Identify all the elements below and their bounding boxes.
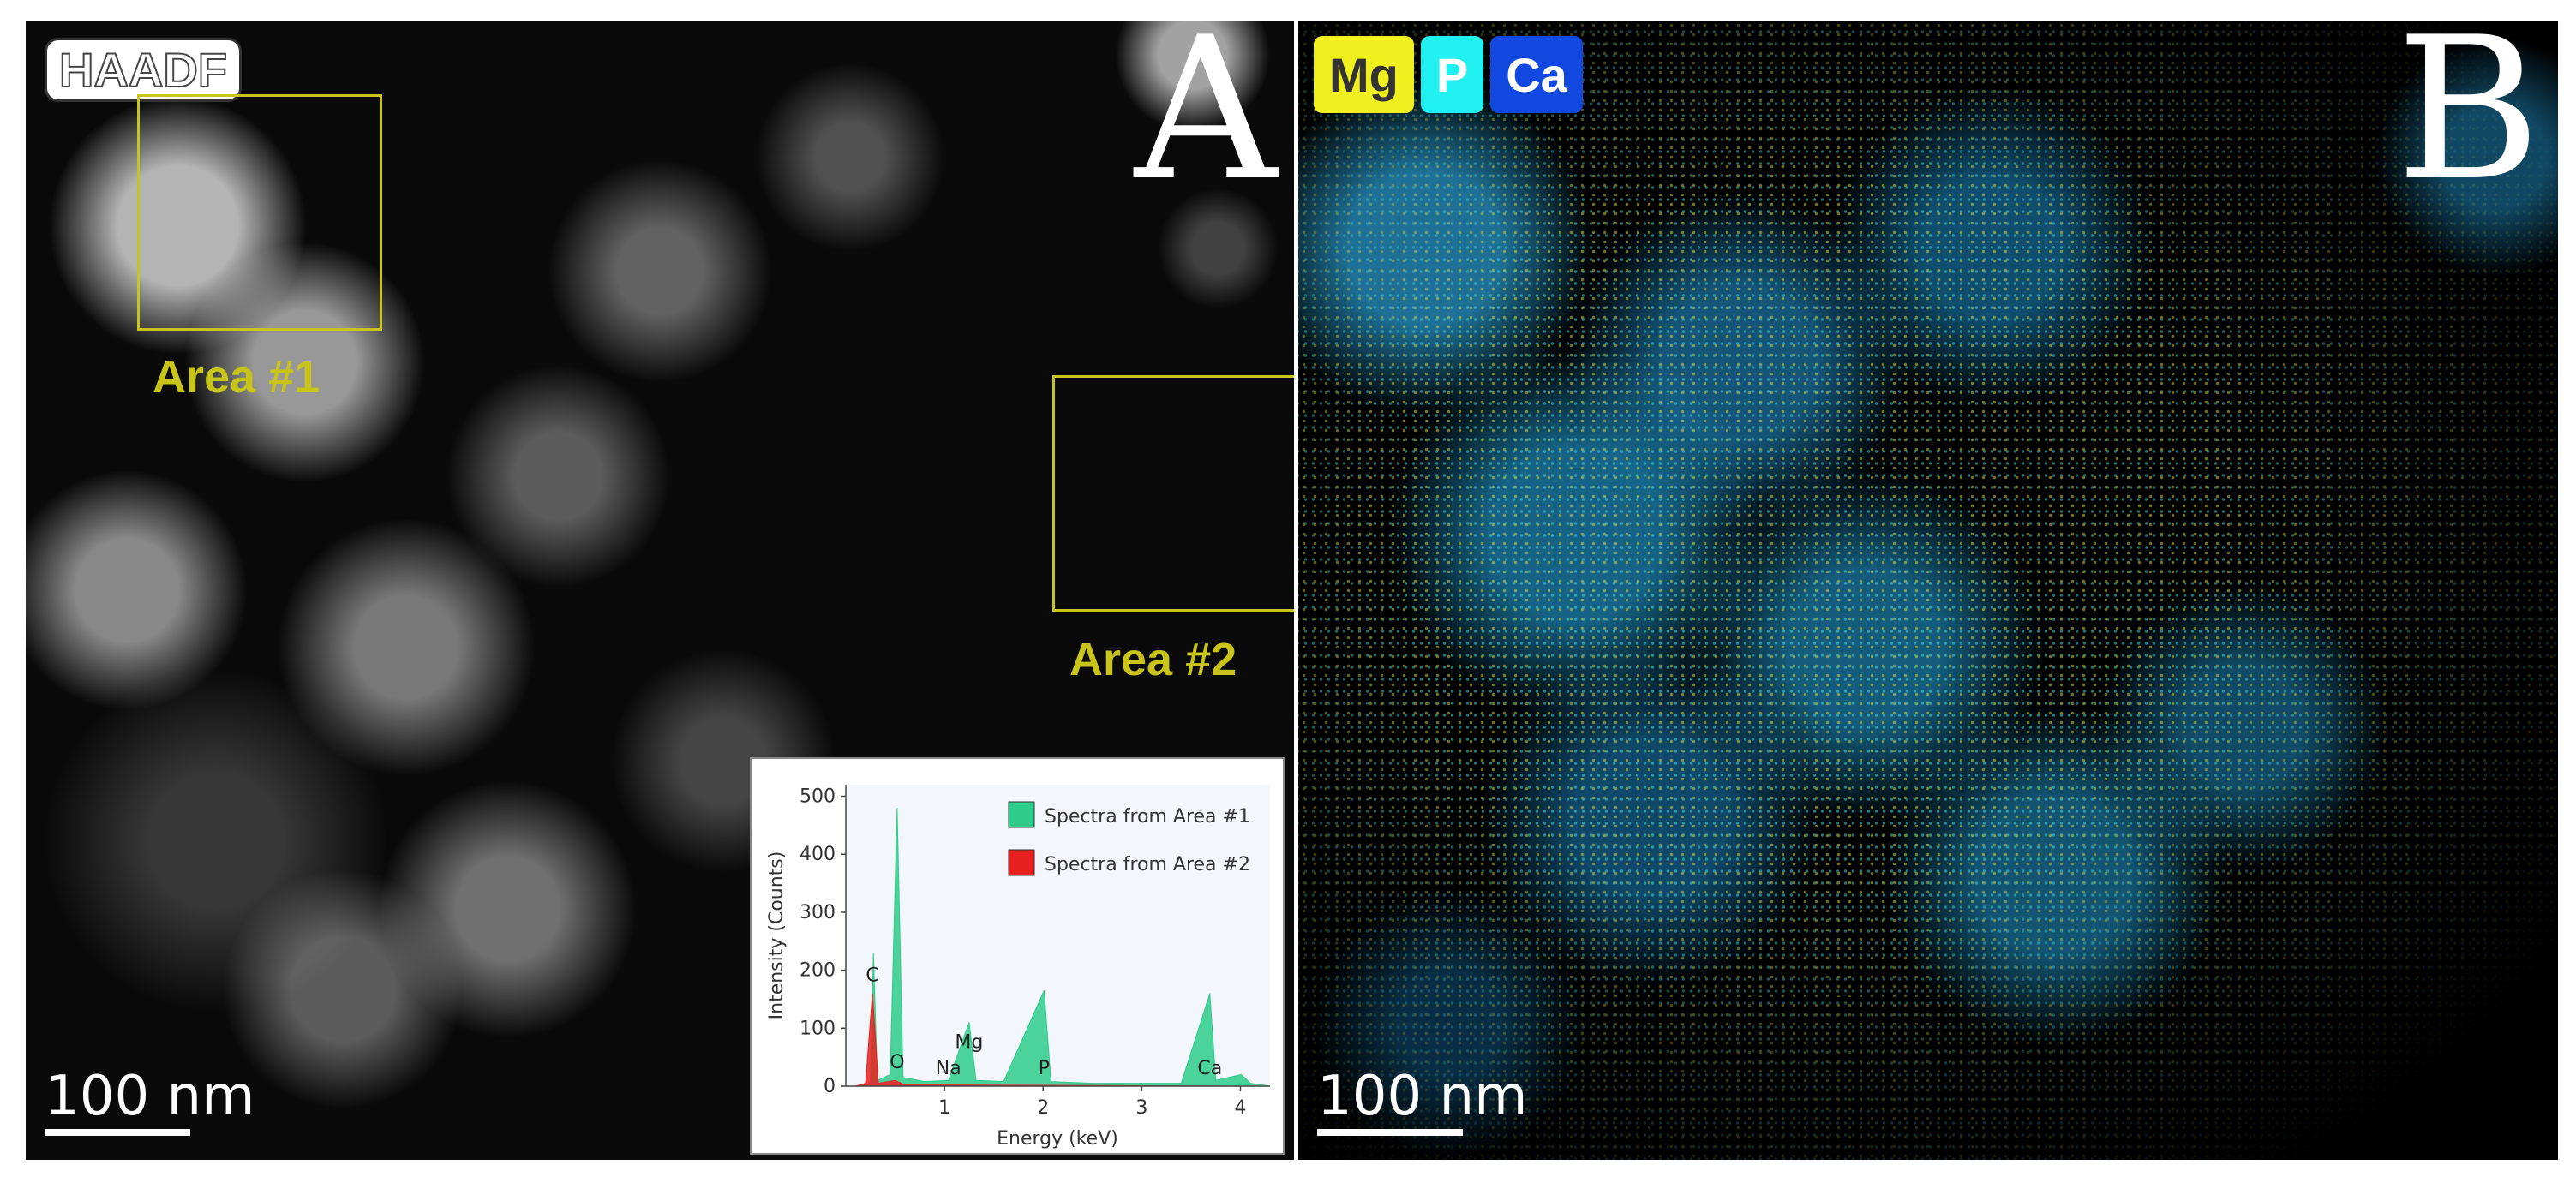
x-tick-label: 2 — [1037, 1097, 1049, 1119]
scalebar-a: 100 nm — [45, 1069, 255, 1136]
area-1-box — [137, 94, 382, 331]
y-tick-label: 200 — [800, 960, 836, 982]
y-tick-label: 100 — [800, 1018, 836, 1039]
element-chip-p: P — [1420, 36, 1484, 113]
y-axis-label: Intensity (Counts) — [766, 851, 788, 1020]
scalebar-a-text: 100 nm — [45, 1065, 255, 1128]
legend-swatch — [1008, 849, 1035, 876]
peak-annotation: P — [1039, 1058, 1050, 1079]
scalebar-b-text: 100 nm — [1317, 1065, 1528, 1128]
haadf-label: HAADF — [45, 38, 242, 102]
haadf-micrograph — [26, 21, 1294, 1160]
y-tick-label: 500 — [800, 786, 836, 808]
element-chip-ca: Ca — [1490, 36, 1583, 113]
x-axis-label: Energy (keV) — [997, 1128, 1118, 1150]
eds-elemental-map — [1298, 21, 2558, 1160]
peak-annotation: Mg — [955, 1031, 983, 1053]
element-chip-mg: Mg — [1314, 36, 1414, 113]
legend-label: Spectra from Area #2 — [1045, 854, 1250, 875]
panel-divider — [1294, 21, 1298, 1160]
eds-spectrum-inset: 0 100 200 300 400 500 1 2 3 4 C O Na Mg P Ca Energy (… — [750, 757, 1285, 1155]
x-tick-label: 1 — [938, 1097, 950, 1119]
x-tick-label: 3 — [1135, 1097, 1147, 1119]
element-legend: Mg P Ca — [1314, 36, 1583, 113]
panel-b-eds-map: Mg P Ca B 100 nm — [1298, 21, 2558, 1160]
area-2-label: Area #2 — [1069, 634, 1237, 685]
legend-label: Spectra from Area #1 — [1045, 806, 1250, 827]
peak-annotation: O — [890, 1052, 904, 1073]
y-tick-label: 300 — [800, 902, 836, 923]
eds-map-speckle — [1298, 21, 2558, 1160]
legend-swatch — [1008, 801, 1035, 828]
area-2-box — [1052, 375, 1294, 612]
scalebar-b: 100 nm — [1317, 1069, 1527, 1136]
y-tick-label: 0 — [824, 1076, 836, 1097]
y-tick-label: 400 — [800, 844, 836, 865]
peak-annotation: Na — [936, 1058, 962, 1079]
x-tick-label: 4 — [1234, 1097, 1246, 1119]
panel-a-haadf-image: HAADF A Area #1 Area #2 100 nm 0 100 200 30… — [26, 21, 1294, 1160]
series-area-1 — [855, 808, 1271, 1087]
scalebar-a-line — [45, 1129, 190, 1136]
area-1-label: Area #1 — [153, 351, 321, 403]
eds-spectrum-chart: 0 100 200 300 400 500 1 2 3 4 C O Na Mg P Ca Energy (… — [766, 785, 1271, 1150]
panel-letter-b: B — [2395, 21, 2541, 224]
peak-annotation: Ca — [1197, 1058, 1222, 1079]
peak-annotation: C — [866, 965, 878, 987]
panel-letter-a: A — [1134, 21, 1277, 224]
scalebar-b-line — [1317, 1129, 1463, 1136]
